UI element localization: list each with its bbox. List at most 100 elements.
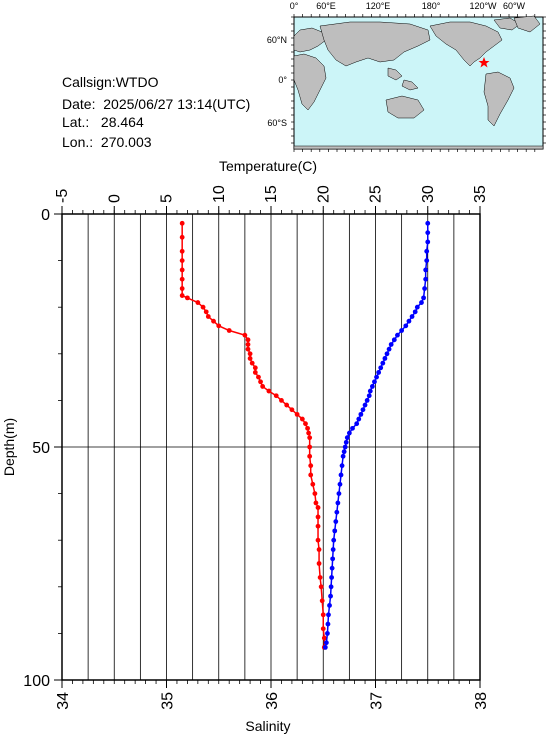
- salinity-data-point: [320, 612, 326, 618]
- temperature-data-point: [423, 276, 429, 282]
- salinity-data-point: [247, 356, 253, 361]
- temperature-data-point: [343, 439, 349, 445]
- series-layer: [179, 220, 431, 650]
- salinity-data-point: [307, 435, 313, 441]
- salinity-data-point: [266, 388, 272, 394]
- temperature-axis-ticks: -5 0 5 10 15 20 25 30 35: [54, 185, 489, 214]
- temperature-data-point: [328, 593, 333, 599]
- salinity-data-point: [205, 314, 211, 319]
- temperature-data-point: [344, 435, 350, 441]
- date-line: Date: 2025/06/27 13:14(UTC): [62, 93, 250, 115]
- temperature-data-point: [332, 528, 338, 534]
- temperature-data-point: [334, 509, 340, 515]
- salinity-data-point: [316, 547, 322, 552]
- temperature-data-point: [340, 453, 346, 459]
- salinity-data-point: [256, 374, 261, 380]
- lon-value: 270.003: [100, 134, 152, 150]
- salinity-data-point: [249, 360, 255, 366]
- salinity-data-point: [316, 561, 322, 566]
- temperature-data-point: [425, 220, 431, 226]
- salinity-data-point: [260, 384, 266, 389]
- temperature-data-point: [409, 314, 415, 319]
- salinity-data-point: [315, 505, 321, 510]
- temperature-data-point: [341, 449, 347, 455]
- salinity-tick-label: 38: [473, 692, 490, 710]
- salinity-data-point: [247, 351, 253, 357]
- temperature-data-point: [386, 346, 392, 352]
- temperature-tick-label: 20: [315, 185, 332, 203]
- salinity-data-point: [307, 453, 313, 459]
- temperature-data-point: [366, 393, 372, 399]
- callsign-label: Callsign:: [62, 74, 116, 90]
- temperature-data-point: [380, 360, 386, 366]
- salinity-data-point: [273, 393, 279, 399]
- salinity-tick-label: 35: [160, 692, 177, 710]
- salinity-axis-label: Salinity: [245, 718, 290, 734]
- temperature-data-point: [362, 402, 368, 408]
- temperature-data-point: [378, 365, 384, 371]
- temperature-data-point: [337, 481, 343, 487]
- temperature-data-point: [350, 425, 355, 431]
- salinity-data-point: [279, 398, 284, 403]
- temperature-data-point: [412, 309, 418, 315]
- salinity-data-point: [306, 430, 312, 436]
- temperature-data-point: [322, 644, 328, 650]
- salinity-data-point: [313, 500, 319, 506]
- salinity-data-point: [319, 598, 325, 604]
- salinity-data-point: [315, 523, 321, 529]
- salinity-data-point: [226, 328, 232, 333]
- salinity-data-point: [211, 318, 216, 324]
- lon-label: Lon.:: [62, 134, 94, 150]
- temperature-tick-label: -5: [54, 189, 71, 203]
- temperature-data-point: [388, 342, 394, 347]
- temperature-data-point: [325, 621, 331, 627]
- temperature-data-point: [335, 500, 341, 506]
- temperature-data-point: [421, 295, 426, 301]
- temperature-data-point: [406, 318, 412, 324]
- salinity-data-point: [245, 337, 251, 343]
- salinity-data-point: [320, 626, 326, 632]
- salinity-tick-label: 36: [264, 692, 281, 710]
- temperature-data-point: [384, 351, 390, 357]
- temperature-data-point: [372, 379, 377, 385]
- salinity-data-point: [245, 346, 251, 352]
- temperature-data-point: [419, 300, 424, 305]
- salinity-data-point: [258, 379, 263, 385]
- temperature-data-point: [346, 430, 352, 436]
- temperature-data-point: [424, 258, 430, 263]
- temperature-data-point: [403, 323, 409, 329]
- salinity-data-point: [179, 267, 185, 273]
- temperature-data-point: [425, 230, 431, 236]
- temperature-tick-label: 10: [211, 185, 228, 203]
- lat-line: Lat.: 28.464: [62, 111, 144, 133]
- temperature-data-point: [423, 267, 429, 273]
- salinity-data-point: [307, 444, 313, 450]
- temperature-data-point: [382, 356, 388, 361]
- date-value: 2025/06/27 13:14(UTC): [103, 96, 251, 112]
- salinity-data-point: [203, 309, 209, 315]
- temperature-data-point: [414, 304, 420, 310]
- temperature-data-point: [331, 537, 337, 543]
- salinity-data-point: [315, 537, 321, 543]
- temperature-data-point: [356, 416, 362, 422]
- temperature-data-point: [399, 328, 405, 333]
- salinity-data-point: [303, 421, 308, 427]
- salinity-data-point: [312, 491, 318, 496]
- temperature-data-point: [325, 631, 330, 636]
- salinity-data-point: [315, 514, 321, 520]
- temperature-data-point: [374, 374, 379, 380]
- depth-axis-ticks: 0 50 100: [23, 207, 62, 690]
- temperature-data-point: [358, 411, 364, 417]
- temperature-data-point: [354, 421, 360, 427]
- chart-grid: [61, 213, 481, 681]
- salinity-data-point: [294, 411, 300, 417]
- depth-tick-label: 50: [32, 440, 50, 457]
- temperature-data-point: [425, 239, 431, 245]
- salinity-data-point: [310, 481, 316, 487]
- salinity-data-point: [318, 584, 324, 590]
- salinity-data-point: [308, 463, 314, 469]
- salinity-axis-ticks: 34 35 36 37 38: [55, 680, 490, 710]
- salinity-data-point: [252, 365, 258, 371]
- temperature-data-point: [328, 584, 334, 590]
